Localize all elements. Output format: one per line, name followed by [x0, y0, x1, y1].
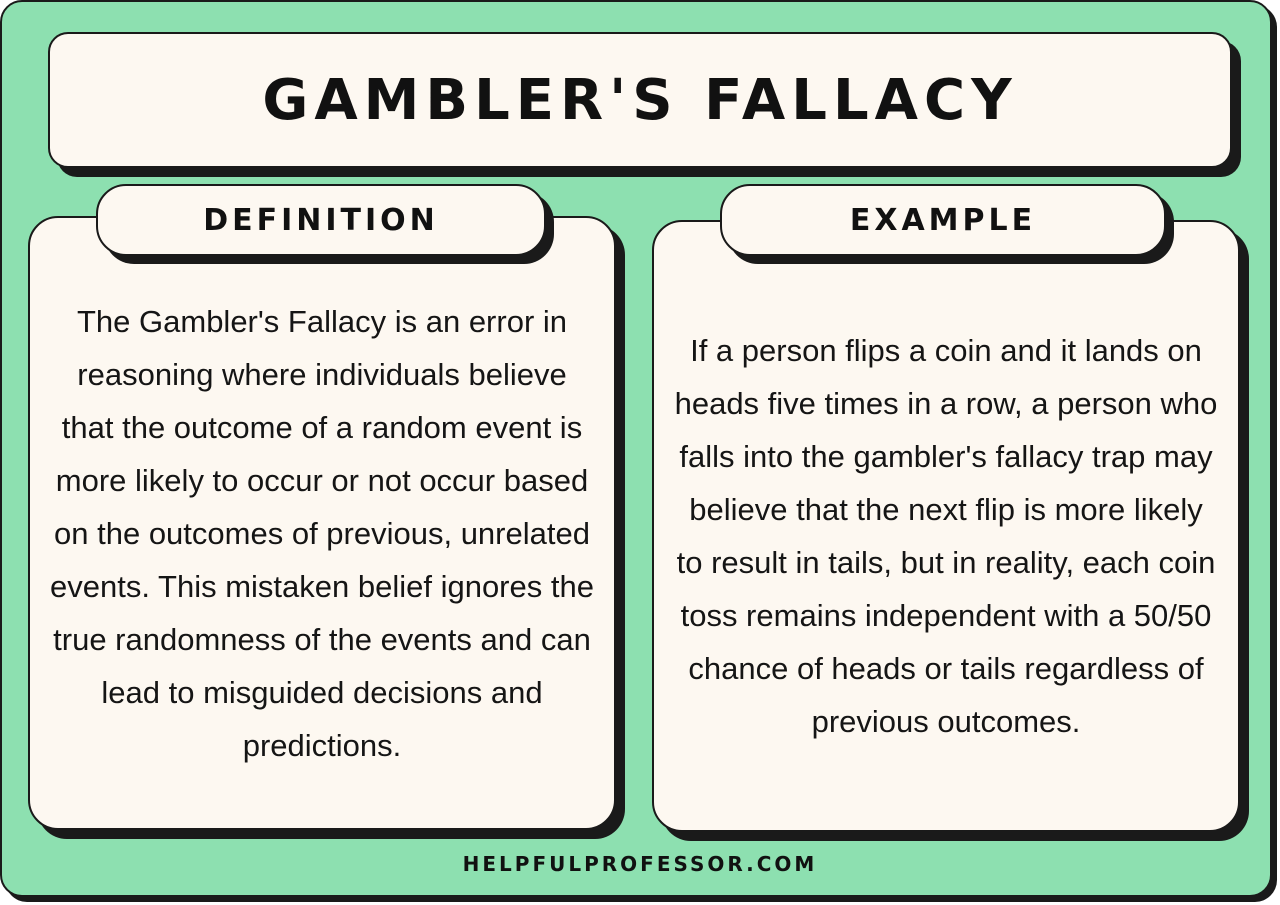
title-card: GAMBLER'S FALLACY — [48, 32, 1232, 168]
definition-label: DEFINITION — [203, 202, 439, 238]
example-text: If a person flips a coin and it lands on… — [674, 333, 1218, 739]
example-panel: If a person flips a coin and it lands on… — [652, 220, 1240, 832]
definition-label-box: DEFINITION — [96, 184, 546, 256]
definition-text: The Gambler's Fallacy is an error in rea… — [50, 303, 594, 763]
footer-site-name: HELPFULPROFESSOR.COM — [462, 852, 818, 876]
definition-panel: The Gambler's Fallacy is an error in rea… — [28, 216, 616, 830]
example-label-box: EXAMPLE — [720, 184, 1166, 256]
page-title: GAMBLER'S FALLACY — [262, 67, 1018, 133]
example-label: EXAMPLE — [849, 202, 1037, 238]
